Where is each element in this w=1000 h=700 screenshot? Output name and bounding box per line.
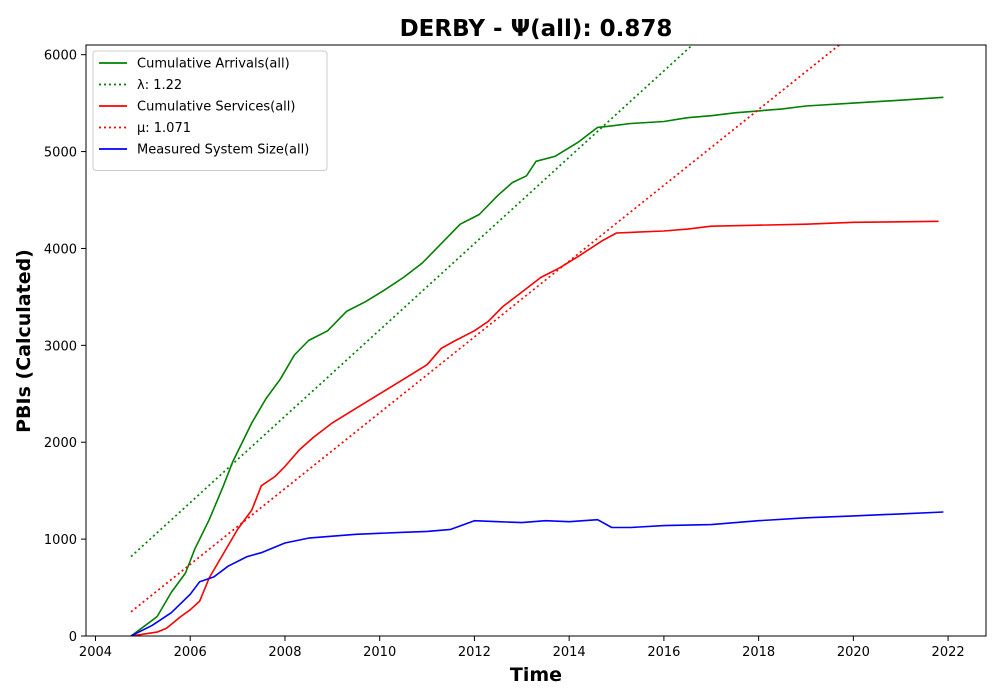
- chart-title: DERBY - Ψ(all): 0.878: [400, 16, 673, 42]
- series-line-4: [130, 45, 840, 613]
- x-tick-label: 2014: [553, 645, 586, 660]
- x-tick-label: 2018: [742, 645, 775, 660]
- series-line-5: [130, 511, 944, 636]
- y-tick-label: 0: [69, 630, 77, 645]
- x-tick-label: 2012: [458, 645, 491, 660]
- legend: Cumulative Arrivals(all) λ: 1.22 Cumulativ…: [92, 50, 328, 171]
- y-tick-label: 2000: [44, 436, 77, 451]
- y-axis: 0 1000 2000 3000 4000 5000 6000: [44, 49, 86, 645]
- x-tick-label: 2004: [79, 645, 112, 660]
- plot-frame: [85, 44, 987, 637]
- y-axis-label: PBIs (Calculated): [13, 249, 35, 433]
- x-tick-label: 2006: [174, 645, 207, 660]
- y-tick-label: 3000: [44, 339, 77, 354]
- x-axis: 2004 2006 2008 2010 2012 2014 2016 2018 2020 2022: [79, 636, 965, 660]
- y-tick-label: 4000: [44, 242, 77, 257]
- series-line-1: [130, 96, 944, 636]
- series-line-2: [130, 45, 693, 558]
- legend-item-measured-system-size-all: Measured System Size(all): [137, 143, 309, 158]
- y-tick-label: 1000: [44, 533, 77, 548]
- x-tick-label: 2016: [647, 645, 680, 660]
- y-tick-label: 6000: [44, 49, 77, 64]
- x-tick-label: 2022: [932, 645, 965, 660]
- legend-box: [92, 50, 328, 171]
- x-tick-label: 2020: [837, 645, 870, 660]
- x-axis-label: Time: [510, 664, 562, 686]
- plot-area: [130, 45, 944, 636]
- legend-item-cumulative-arrivals-all: Cumulative Arrivals(all): [137, 57, 290, 72]
- legend-item-1-22: λ: 1.22: [137, 78, 182, 93]
- x-tick-label: 2010: [363, 645, 396, 660]
- series-line-3: [130, 220, 939, 636]
- x-tick-label: 2008: [268, 645, 301, 660]
- legend-item-1-071: μ: 1.071: [137, 121, 191, 136]
- y-tick-label: 5000: [44, 146, 77, 161]
- legend-item-cumulative-services-all: Cumulative Services(all): [137, 100, 295, 115]
